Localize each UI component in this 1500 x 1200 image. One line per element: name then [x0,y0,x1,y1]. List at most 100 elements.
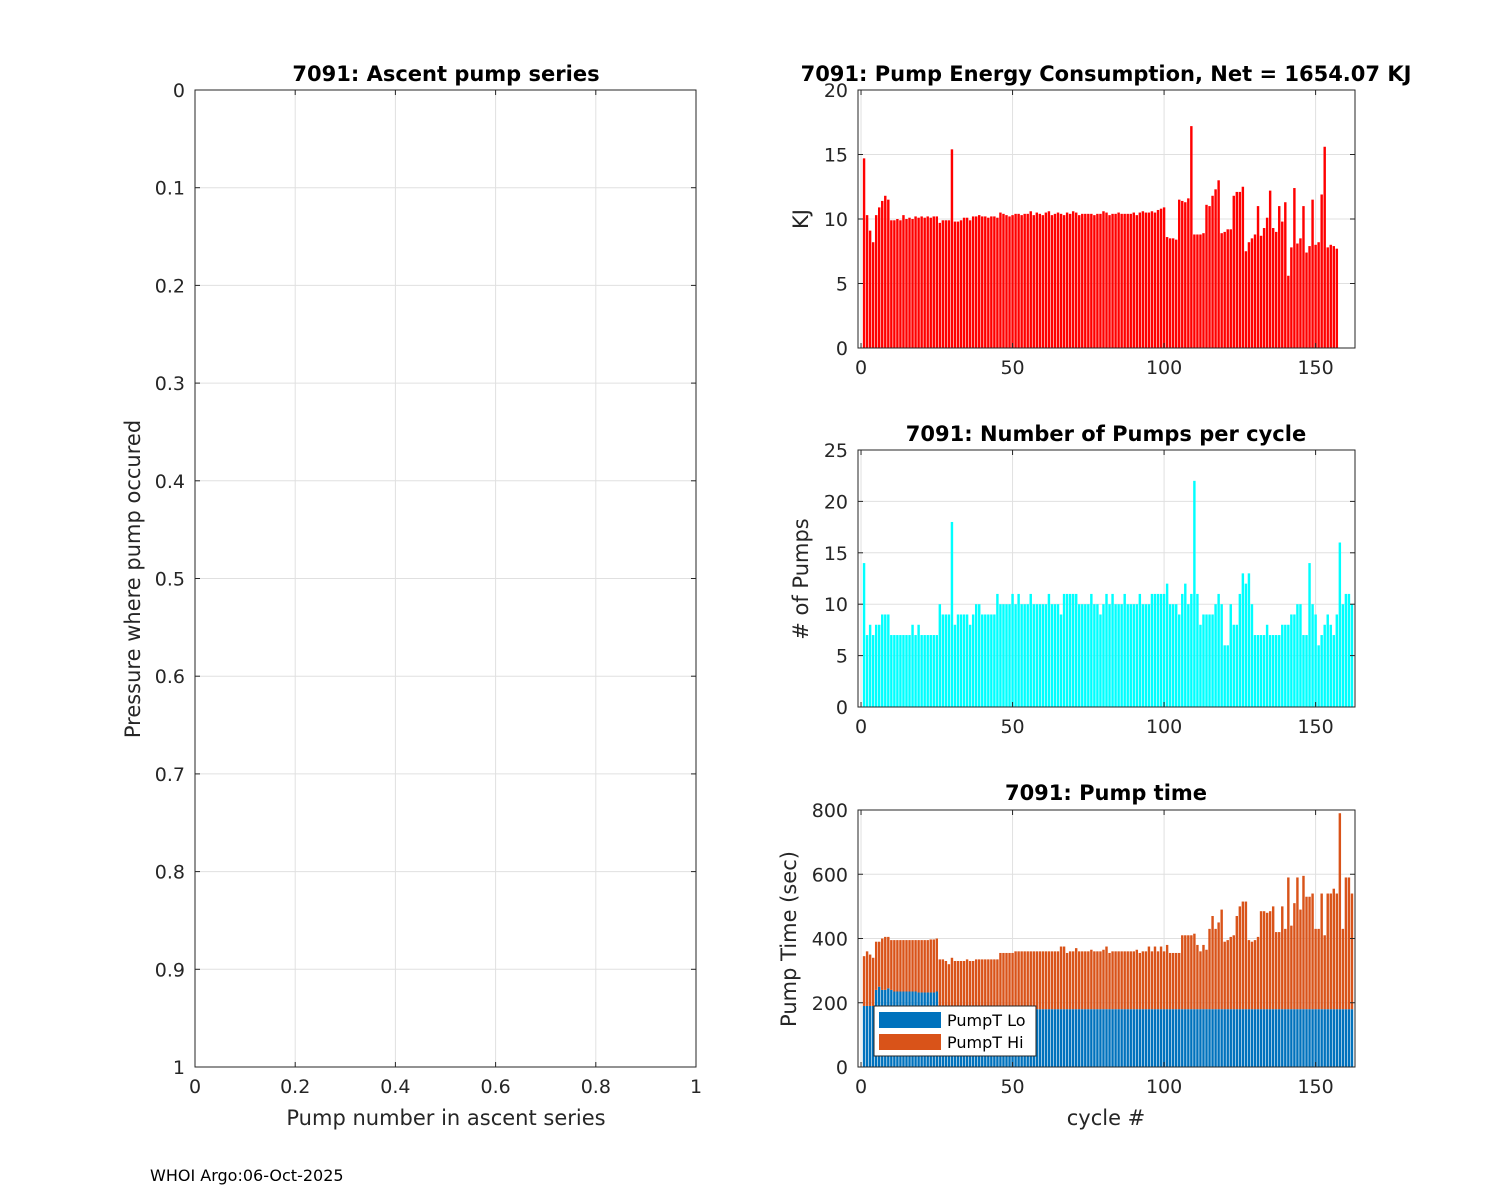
bar-pumpt-lo [1232,1009,1235,1067]
bar-pumpt-hi [1102,949,1105,1010]
bar [1335,614,1339,707]
bar-pumpt-lo [1244,1009,1248,1067]
bar [1026,213,1029,348]
bar [1053,213,1057,348]
bar [1265,624,1269,707]
bar [1193,234,1196,348]
bar [874,215,878,348]
bar-pumpt-hi [1165,944,1169,1010]
bar-pumpt-hi [1320,893,1323,1010]
bar [914,635,917,707]
bar-pumpt-hi [1044,951,1048,1010]
bar [1156,593,1160,707]
bar [1268,190,1272,348]
bar-pumpt-hi [1259,911,1263,1010]
bar [920,635,923,707]
x-tick-label: 150 [1297,1076,1333,1098]
bar-pumpt-lo [1050,1009,1054,1067]
bar [1144,604,1148,707]
bar [1174,604,1178,707]
bar-pumpt-lo [1314,1009,1317,1067]
bar [884,614,887,707]
bar-pumpt-lo [1305,1009,1308,1067]
bar [1050,604,1054,707]
bar-pumpt-hi [1317,928,1320,1010]
bar [1017,213,1020,348]
bar [1144,212,1148,348]
bar-pumpt-hi [984,959,987,1010]
bar-pumpt-hi [1120,951,1123,1010]
bar-pumpt-lo [1214,1009,1217,1067]
bar [1317,645,1320,707]
bar [1247,573,1251,707]
bar-pumpt-lo [1120,1009,1123,1067]
bar [1096,604,1099,707]
bar [1044,604,1048,707]
x-tick-label: 0 [189,1076,201,1098]
bar [1117,212,1120,348]
bar-pumpt-hi [1168,952,1172,1010]
y-tick-label: 0.6 [155,666,185,688]
bar [1211,195,1214,348]
bar [1032,215,1035,348]
bar [1111,593,1114,707]
bar-pumpt-hi [947,964,951,1010]
bar-pumpt-hi [1156,951,1160,1010]
x-tick-label: 0 [855,716,867,738]
bar [996,593,999,707]
bar-pumpt-hi [1090,949,1093,1010]
bar [953,221,957,348]
bar [887,614,890,707]
bar [1214,604,1217,707]
bar-pumpt-lo [1117,1009,1120,1067]
bar [950,149,954,348]
grid [194,89,697,1068]
bar-pumpt-hi [1144,951,1148,1010]
bar [914,216,917,348]
bar [899,220,902,348]
bar [1059,614,1063,707]
bar [1271,228,1275,348]
x-axis-label: cycle # [1067,1106,1146,1130]
bar [1162,593,1166,707]
bar [868,624,872,707]
pump-time-chart: 7091: Pump time cycle # Pump Time (sec) … [777,781,1356,1130]
y-tick-label: 10 [824,209,848,231]
bar-pumpt-lo [1126,1009,1129,1067]
y-tick-label: 0.5 [155,569,185,591]
bar [990,614,993,707]
bar [1165,237,1169,348]
bar [1326,614,1329,707]
bar-pumpt-hi [1126,951,1129,1010]
y-tick-label: 200 [812,993,848,1015]
bar-pumpt-lo [1190,1009,1193,1067]
bar [1262,228,1266,348]
bar [1178,199,1181,348]
x-tick-label: 0 [855,1076,867,1098]
bar-pumpt-lo [1135,1009,1139,1067]
bar [1132,212,1135,348]
bar-pumpt-lo [1253,1009,1257,1067]
bar [959,220,963,348]
axes-box [857,449,1356,708]
pump-energy-chart: 7091: Pump Energy Consumption, Net = 165… [789,62,1411,379]
bar [1147,604,1151,707]
bar [932,216,935,348]
bar [1014,213,1017,348]
bar-pumpt-lo [1041,1009,1045,1067]
bar [1208,206,1211,348]
bar-pumpt-hi [1087,951,1090,1010]
bar [1123,593,1126,707]
bar-pumpt-hi [1253,940,1257,1010]
bar [1184,583,1187,707]
bar [1302,206,1305,348]
y-axis-label: Pump Time (sec) [777,851,801,1027]
bar [1150,211,1154,348]
bar [1138,212,1142,348]
bar [1008,604,1011,707]
bar-pumpt-hi [1105,946,1108,1010]
bar [1232,624,1235,707]
bar [1190,593,1193,707]
y-tick-label: 400 [812,929,848,951]
